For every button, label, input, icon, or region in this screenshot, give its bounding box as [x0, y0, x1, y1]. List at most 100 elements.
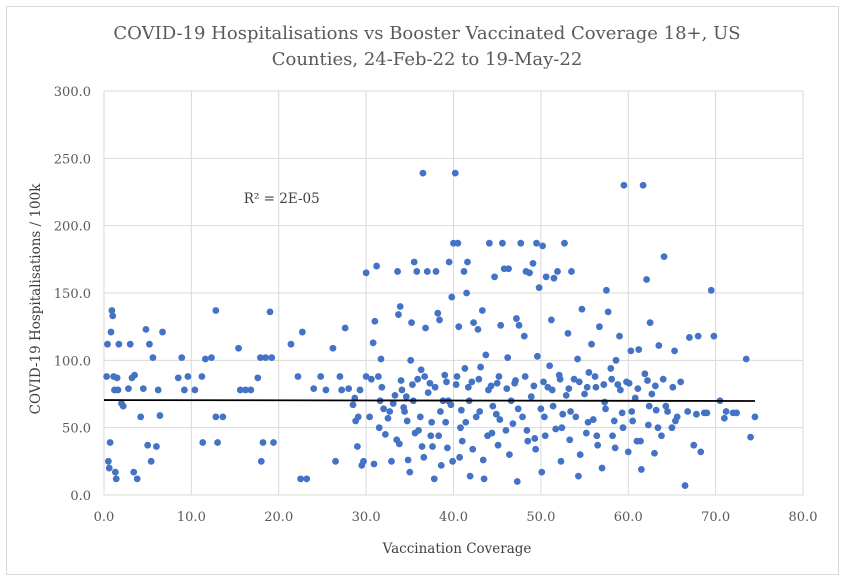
- data-point: [707, 286, 715, 294]
- data-point: [424, 389, 432, 397]
- data-point: [125, 385, 132, 393]
- data-point: [568, 268, 575, 275]
- data-point: [381, 431, 389, 438]
- data-point: [426, 379, 434, 387]
- data-point: [270, 439, 277, 446]
- data-point: [254, 374, 262, 382]
- data-point: [395, 440, 403, 448]
- data-point: [367, 375, 375, 383]
- data-point: [420, 453, 428, 461]
- data-point: [332, 457, 339, 465]
- data-point: [513, 315, 520, 322]
- data-point: [546, 362, 554, 370]
- data-point: [402, 393, 410, 401]
- data-point: [603, 286, 610, 294]
- data-point: [287, 340, 295, 348]
- data-point: [184, 373, 192, 380]
- data-point: [191, 386, 199, 394]
- data-point: [616, 332, 623, 340]
- y-tick-label: 200.0: [54, 220, 91, 235]
- data-point: [397, 377, 405, 384]
- data-point: [639, 181, 647, 189]
- data-point: [582, 429, 590, 437]
- data-point: [429, 443, 436, 450]
- data-point: [648, 390, 656, 398]
- data-point: [562, 391, 570, 399]
- data-point: [317, 373, 325, 380]
- data-point: [178, 354, 186, 362]
- data-point: [310, 385, 318, 393]
- data-point: [628, 408, 636, 415]
- data-point: [139, 385, 147, 393]
- data-point: [496, 416, 504, 423]
- data-point: [461, 365, 469, 372]
- x-tick-label: 20.0: [264, 510, 293, 525]
- data-point: [572, 413, 580, 421]
- data-point: [475, 375, 483, 383]
- data-point: [488, 429, 496, 437]
- data-point: [747, 433, 754, 441]
- data-point: [589, 416, 597, 423]
- data-point: [690, 441, 698, 449]
- data-point: [559, 410, 567, 418]
- data-point: [541, 432, 549, 440]
- data-point: [449, 457, 457, 465]
- data-point: [588, 340, 595, 348]
- data-point: [345, 385, 353, 393]
- data-point: [131, 371, 138, 379]
- data-point: [538, 468, 546, 476]
- x-tick-label: 70.0: [701, 510, 730, 525]
- scatter-chart: COVID-19 Hospitalisations vs Booster Vac…: [28, 23, 818, 557]
- data-point: [611, 444, 619, 452]
- data-point: [119, 402, 127, 410]
- data-point: [414, 375, 422, 383]
- data-point: [504, 354, 512, 362]
- data-point: [421, 373, 429, 380]
- data-point: [409, 381, 416, 388]
- data-point: [434, 309, 442, 317]
- data-point: [354, 413, 362, 421]
- data-point: [693, 410, 700, 418]
- data-point: [366, 413, 374, 421]
- y-tick-label: 50.0: [62, 422, 91, 437]
- data-point: [436, 316, 443, 324]
- data-point: [637, 466, 645, 473]
- data-point: [502, 426, 510, 434]
- data-point: [180, 386, 188, 394]
- data-point: [583, 383, 591, 391]
- data-point: [570, 375, 578, 383]
- data-point: [394, 268, 401, 275]
- data-point: [477, 363, 484, 371]
- data-point: [494, 441, 502, 449]
- data-point: [130, 468, 138, 476]
- data-point: [686, 334, 693, 341]
- data-point: [533, 352, 541, 360]
- data-point: [672, 417, 679, 425]
- data-point: [592, 383, 600, 391]
- tick-labels: 0.0 10.0 20.0 30.0 40.0 50.0 60.0 70.0 80.0 0.0 50…: [54, 85, 818, 525]
- data-point: [491, 273, 498, 281]
- data-point: [384, 414, 392, 422]
- data-point: [575, 472, 582, 480]
- data-point: [644, 421, 652, 429]
- data-point: [257, 354, 264, 362]
- data-point: [338, 386, 346, 394]
- data-point: [585, 369, 593, 376]
- data-point: [430, 475, 438, 483]
- data-point: [106, 439, 114, 446]
- data-point: [266, 308, 274, 316]
- data-point: [451, 169, 459, 177]
- data-point: [463, 289, 471, 297]
- data-point: [524, 437, 532, 445]
- data-point: [520, 332, 528, 340]
- data-point: [464, 383, 472, 391]
- data-point: [428, 418, 436, 426]
- data-point: [610, 417, 618, 425]
- data-point: [378, 383, 386, 391]
- data-point: [411, 429, 419, 437]
- x-axis-title: Vaccination Coverage: [382, 541, 532, 557]
- data-point: [201, 355, 209, 363]
- data-point: [651, 449, 658, 457]
- data-point: [472, 413, 480, 421]
- data-point: [556, 375, 564, 383]
